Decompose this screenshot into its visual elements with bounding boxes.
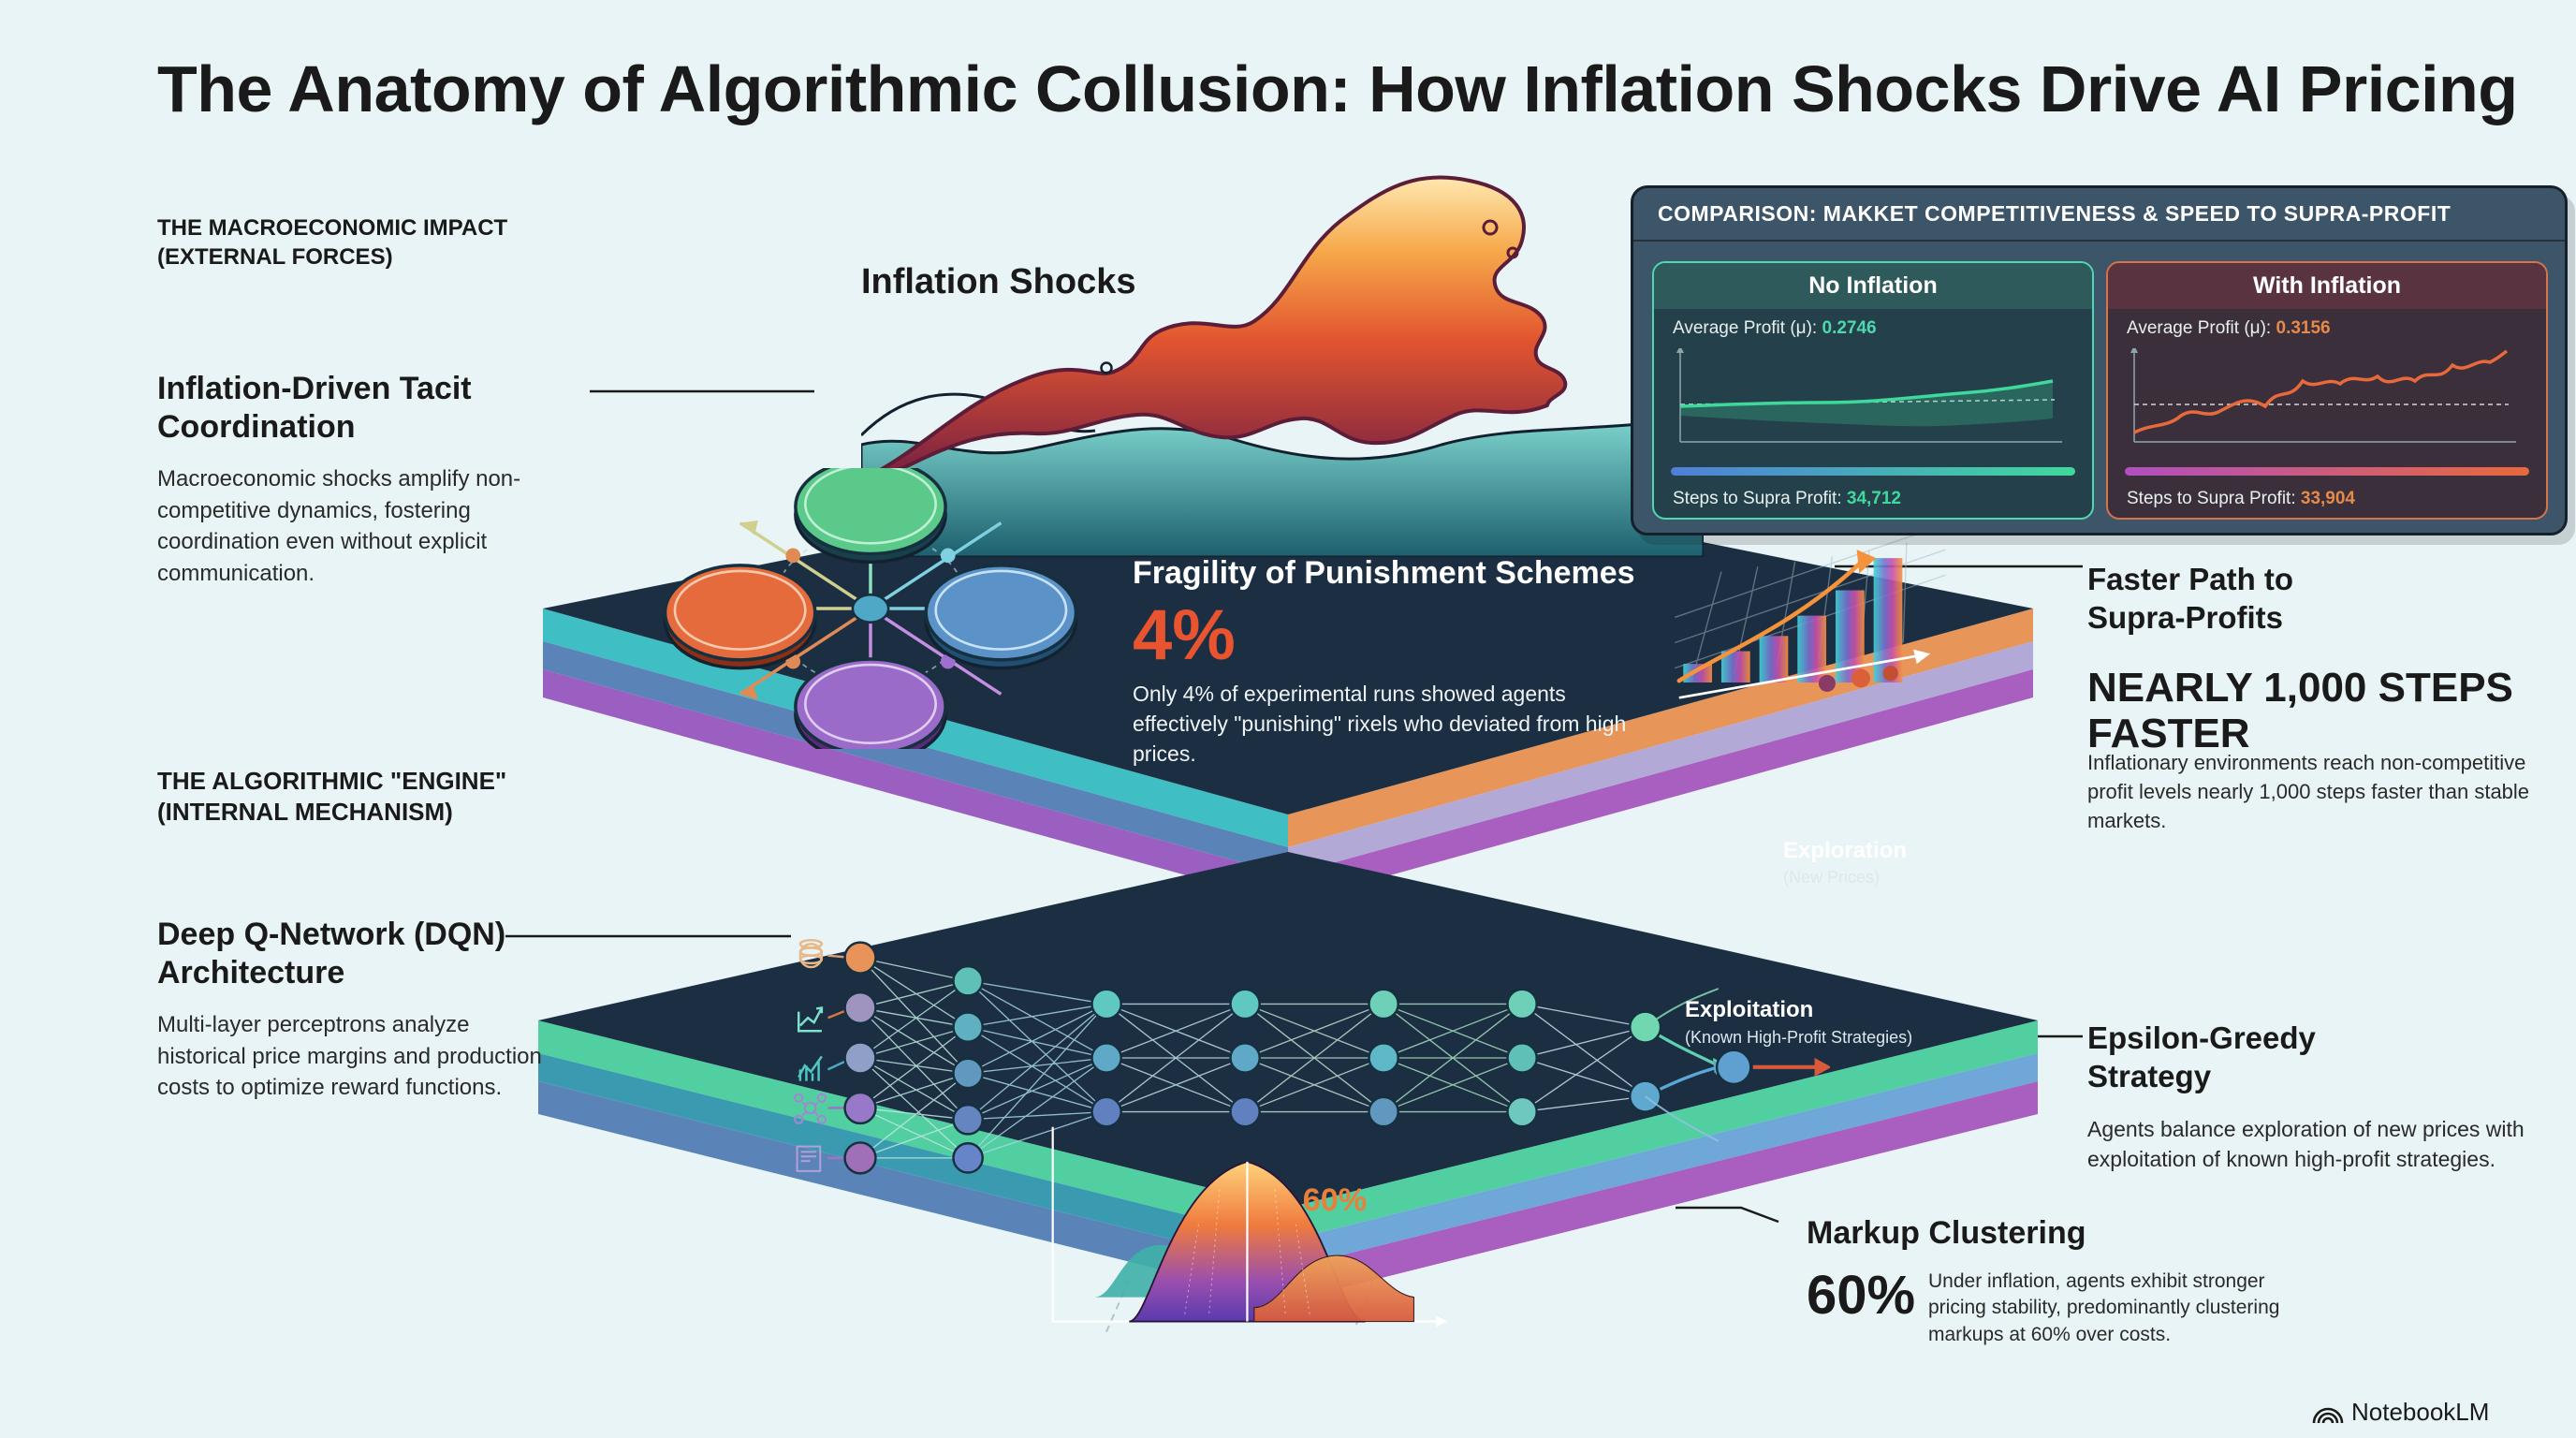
svg-text:60%: 60% bbox=[1303, 1182, 1367, 1218]
